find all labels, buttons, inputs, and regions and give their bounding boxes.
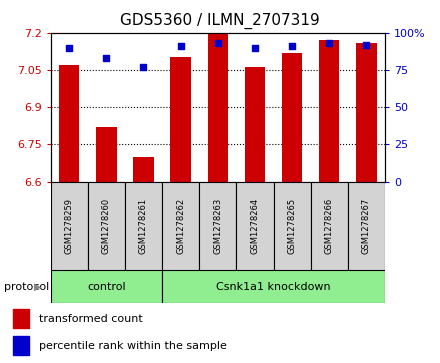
Point [140,64,147,70]
Bar [13,336,29,355]
Text: Csnk1a1 knockdown: Csnk1a1 knockdown [216,282,331,292]
Point [326,40,333,46]
Bar [13,309,29,329]
Text: GSM1278267: GSM1278267 [362,198,371,254]
Bar [125,182,162,270]
Text: GSM1278264: GSM1278264 [250,198,260,254]
Bar [356,42,377,182]
Point [289,43,296,49]
Bar [51,182,88,270]
Text: control: control [87,282,126,292]
Text: GSM1278261: GSM1278261 [139,198,148,254]
Bar [282,53,302,181]
Text: GSM1278262: GSM1278262 [176,198,185,254]
Text: GSM1278265: GSM1278265 [288,198,297,254]
Bar [162,270,385,303]
Text: GSM1278259: GSM1278259 [65,198,73,254]
Text: GSM1278266: GSM1278266 [325,198,334,254]
Bar [59,65,79,182]
Bar [245,68,265,182]
Bar [88,182,125,270]
Bar [133,157,154,182]
Bar [208,33,228,182]
Point [177,43,184,49]
Bar [199,182,236,270]
Text: GSM1278263: GSM1278263 [213,198,222,254]
Bar [96,127,117,182]
Text: protocol: protocol [4,282,50,292]
Bar [51,270,162,303]
Text: GSM1278260: GSM1278260 [102,198,111,254]
Bar [162,182,199,270]
Text: transformed count: transformed count [39,314,143,324]
Text: percentile rank within the sample: percentile rank within the sample [39,341,227,351]
Text: ▶: ▶ [33,282,41,292]
Bar [319,40,340,182]
Point [103,55,110,61]
Bar [236,182,274,270]
Bar [348,182,385,270]
Bar [170,57,191,182]
Point [363,42,370,48]
Bar [274,182,311,270]
Point [251,45,258,50]
Point [214,40,221,46]
Point [66,45,73,50]
Text: GDS5360 / ILMN_2707319: GDS5360 / ILMN_2707319 [120,13,320,29]
Bar [311,182,348,270]
